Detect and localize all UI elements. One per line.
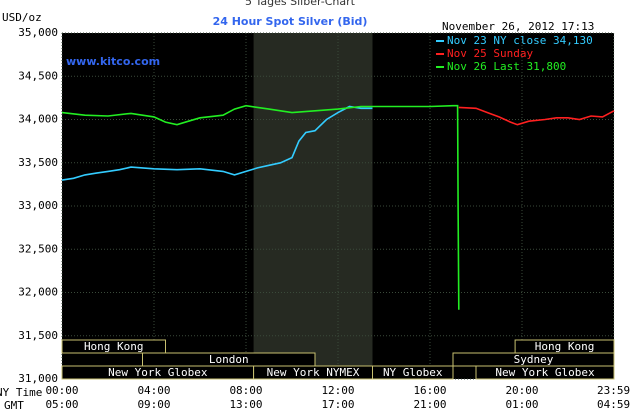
x-tick-label: 00:00	[45, 384, 78, 397]
x-tick-label: 20:00	[505, 384, 538, 397]
x-tick-label: 23:59	[597, 384, 630, 397]
y-tick-label: 33,000	[18, 199, 58, 212]
watermark: www.kitco.com	[66, 55, 160, 68]
gmt-tick-label: 13:00	[229, 398, 262, 411]
y-axis-label: USD/oz	[2, 11, 42, 24]
session-label: New York Globex	[108, 366, 208, 379]
y-tick-label: 34,500	[18, 69, 58, 82]
gmt-tick-label: 05:00	[45, 398, 78, 411]
session-label: Hong Kong	[84, 340, 144, 353]
session-label: NY Globex	[383, 366, 443, 379]
session-box	[372, 365, 454, 380]
gmt-tick-label: 01:00	[505, 398, 538, 411]
chart-title: 24 Hour Spot Silver (Bid)	[213, 15, 368, 28]
x-tick-label: 04:00	[137, 384, 170, 397]
gmt-tick-label: 21:00	[413, 398, 446, 411]
y-tick-label: 33,500	[18, 156, 58, 169]
timestamp: November 26, 2012 17:13	[442, 20, 594, 33]
legend-label: Nov 23 NY close 34,130	[447, 34, 593, 47]
x-tick-label: 16:00	[413, 384, 446, 397]
y-tick-label: 34,000	[18, 113, 58, 126]
y-tick-label: 32,500	[18, 242, 58, 255]
series-line	[61, 105, 373, 181]
session-label: Hong Kong	[535, 340, 595, 353]
x-row-label: GMT	[4, 399, 24, 412]
x-tick-label: 12:00	[321, 384, 354, 397]
series-line	[61, 104, 460, 310]
x-tick-label: 08:00	[229, 384, 262, 397]
y-tick-label: 31,500	[18, 329, 58, 342]
session-box	[61, 339, 166, 354]
session-box	[475, 365, 615, 380]
gmt-tick-label: 09:00	[137, 398, 170, 411]
legend-label: Nov 25 Sunday	[447, 47, 533, 60]
y-tick-label: 35,000	[18, 26, 58, 39]
session-label: New York Globex	[495, 366, 595, 379]
gmt-tick-label: 04:59	[597, 398, 630, 411]
y-tick-label: 32,000	[18, 286, 58, 299]
session-label: Sydney	[514, 353, 554, 366]
session-label: New York NYMEX	[267, 366, 360, 379]
gmt-tick-label: 17:00	[321, 398, 354, 411]
legend-label: Nov 26 Last 31,800	[447, 60, 566, 73]
y-tick-label: 31,000	[18, 372, 58, 385]
shaded-range	[253, 33, 373, 379]
header: 5 Tages Silber-Chart	[245, 0, 356, 8]
x-row-label: NY Time	[0, 386, 42, 399]
series-line	[458, 106, 615, 126]
session-label: London	[209, 353, 249, 366]
